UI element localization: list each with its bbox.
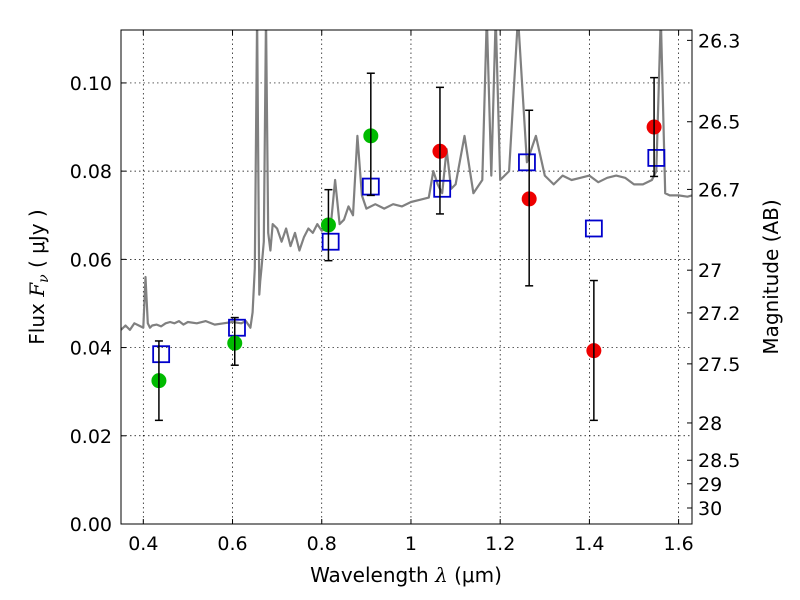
axis-ticks: 0.4 0.6 0.8 1 1.2 1.4 1.6 0.00 0.02 0.04 0.06 0.08 0… [70,30,740,555]
mag-tick-label: 27.5 [698,354,740,376]
mag-tick-label: 26.7 [698,179,740,201]
y-axis-title: Flux Fν ( μJy ) [25,209,52,344]
mag-tick-label: 30 [698,498,722,520]
y-tick-label: 0.10 [70,73,112,95]
x-tick-label: 0.4 [128,533,158,555]
model-bandpass-square [321,232,340,251]
y-tick-label: 0.06 [70,249,112,271]
y-tick-label: 0.04 [70,338,112,360]
y-tick-label: 0.00 [70,514,112,536]
x-tick-label: 0.6 [217,533,247,555]
x-tick-label: 1.2 [485,533,515,555]
x-tick-label: 0.8 [307,533,337,555]
plot-area [121,30,692,524]
mag-tick-label: 26.3 [698,30,740,52]
plot-frame [120,29,693,525]
y2-axis-title: Magnitude (AB) [759,199,783,354]
x-tick-label: 1 [405,533,417,555]
mag-tick-label: 27 [698,260,722,282]
data-series [121,30,692,422]
mag-tick-label: 28.5 [698,450,740,472]
model-bandpass-square [647,149,666,167]
mag-tick-label: 29 [698,474,722,496]
model-bandpass-square [518,153,536,172]
model-bandpass-square [584,219,603,238]
x-axis-title: Wavelength λ (μm) [310,563,502,587]
mag-tick-label: 26.5 [698,112,740,134]
model-bandpass-square [433,179,452,198]
model-spectrum-line [121,30,692,331]
y-tick-label: 0.08 [70,161,112,183]
mag-tick-label: 28 [698,413,722,435]
model-bandpass-square [228,318,246,337]
model-bandpass-square [152,345,171,364]
y-tick-label: 0.02 [70,426,112,448]
mag-tick-label: 27.2 [698,303,740,325]
x-tick-label: 1.4 [574,533,604,555]
x-tick-label: 1.6 [664,533,694,555]
